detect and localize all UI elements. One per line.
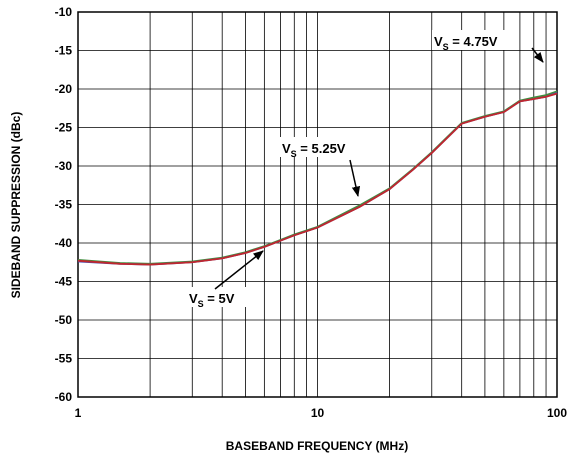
x-axis-title: BASEBAND FREQUENCY (MHz) (226, 439, 408, 453)
annotation-arrow (349, 159, 361, 198)
annotations: VS = 4.75V VS = 5.25V VS = 5V (187, 30, 544, 309)
y-tick-label: -25 (55, 121, 73, 135)
y-tick-label: -35 (55, 198, 73, 212)
y-tick-label: -20 (55, 82, 73, 96)
annotation: VS = 5V (189, 291, 235, 309)
y-tick-label: -40 (55, 236, 73, 250)
y-tick-label: -30 (55, 159, 73, 173)
y-tick-label: -10 (55, 5, 73, 19)
series-line (77, 92, 558, 266)
plot-frame (77, 11, 558, 398)
y-tick-label: -50 (55, 313, 73, 327)
annotation: VS = 5.25V (282, 141, 346, 159)
x-tick-label: 1 (75, 406, 82, 420)
x-tick-label: 10 (311, 406, 325, 420)
annotation: VS = 4.75V (434, 34, 498, 52)
y-tick-label: -55 (55, 352, 73, 366)
y-tick-label: -15 (55, 44, 73, 58)
annotation-bg (187, 287, 247, 307)
annotation-arrow (531, 47, 544, 63)
annotation-arrow (214, 250, 264, 290)
y-axis-title: SIDEBAND SUPPRESSION (dBc) (9, 112, 23, 299)
x-tick-label: 100 (547, 406, 567, 420)
annotation-bg (432, 30, 516, 50)
annotation-bg (280, 137, 364, 157)
y-tick-label: -60 (55, 390, 73, 404)
y-tick-label: -45 (55, 275, 73, 289)
